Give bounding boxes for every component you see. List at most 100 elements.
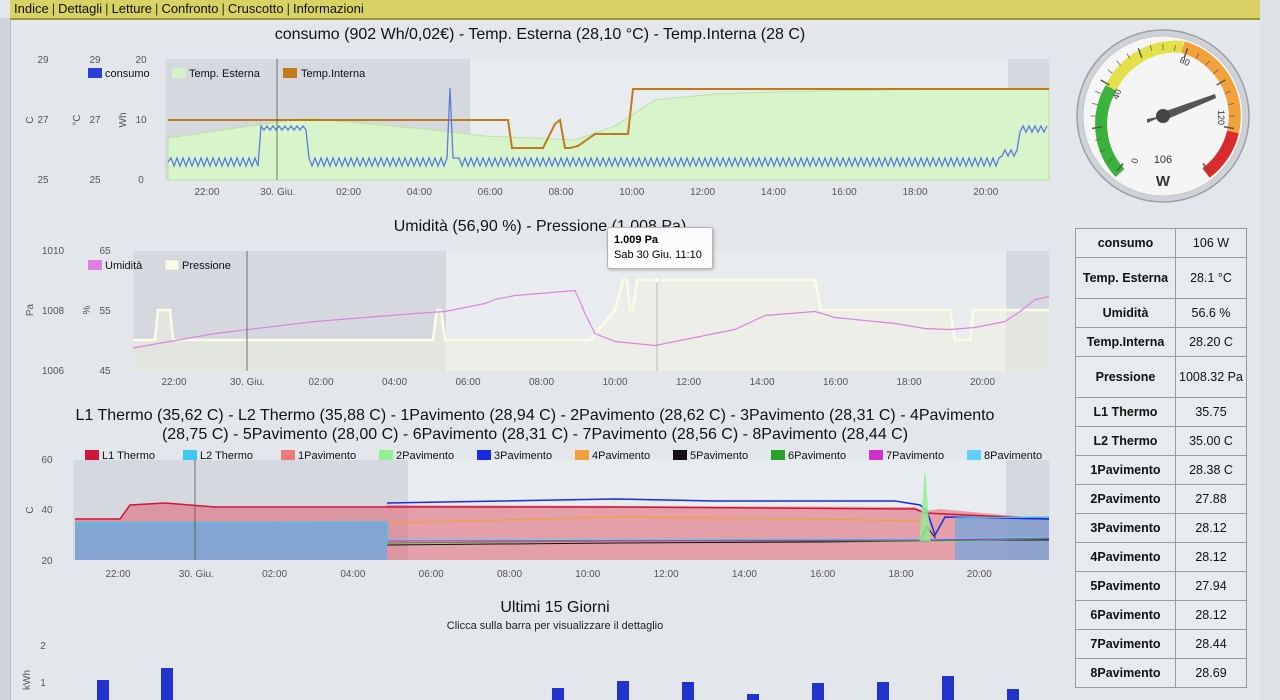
gauge-green-band	[1095, 84, 1125, 178]
axis-kwh-unit: kWh	[22, 670, 33, 690]
x-axis-tick: 08:00	[497, 569, 522, 580]
table-row: L2 Thermo 35.00 C	[1075, 426, 1247, 456]
consumo-line	[167, 87, 1048, 168]
x-axis-tick: 04:00	[382, 377, 407, 388]
x-axis-tick: 20:00	[973, 187, 998, 198]
legend-swatch-l2-thermo	[183, 450, 197, 460]
legend-l1-thermo: L1 Thermo	[102, 450, 155, 462]
temp-interna-line	[168, 88, 1049, 149]
table-row: 2Pavimento 27.88	[1075, 484, 1247, 514]
table-row: Pressione 1008.32 Pa	[1075, 356, 1247, 398]
readings-table: consumo 106 W Temp. Esterna 28.1 °C Umidit…	[1075, 228, 1247, 688]
table-row: 6Pavimento 28.12	[1075, 600, 1247, 630]
right-frame-strip	[1260, 0, 1280, 700]
power-gauge: 0 40 80 120 106 W	[1076, 29, 1250, 203]
legend-3pavimento: 3Pavimento	[494, 450, 552, 462]
daily-kwh-bar[interactable]	[942, 676, 954, 700]
menu-item-indice[interactable]: Indice	[14, 1, 49, 16]
axis-consumo-tick: 10	[135, 115, 147, 126]
legend-swatch-5pavimento	[673, 450, 687, 460]
tooltip-value: 1.009 Pa	[614, 234, 659, 246]
table-row: 7Pavimento 28.44	[1075, 629, 1247, 659]
legend-5pavimento: 5Pavimento	[690, 450, 748, 462]
x-axis-tick: 06:00	[419, 569, 444, 580]
table-row: Umidità 56.6 %	[1075, 298, 1247, 328]
daily-kwh-bar[interactable]	[552, 688, 564, 700]
legend-swatch-l1-thermo	[85, 450, 99, 460]
legend-pressione: Pressione	[182, 260, 231, 272]
gauge-tick-120: 120	[1216, 110, 1226, 125]
table-row: 4Pavimento 28.12	[1075, 542, 1247, 572]
daily-kwh-bar[interactable]	[1007, 689, 1019, 700]
chart3-title: L1 Thermo (35,62 C) - L2 Thermo (35,88 C…	[20, 406, 1050, 444]
legend-interna: Temp.Interna	[301, 68, 366, 80]
daily-kwh-bar[interactable]	[97, 680, 109, 700]
table-row: 3Pavimento 28.12	[1075, 513, 1247, 543]
x-axis-tick: 04:00	[407, 187, 432, 198]
chart1-consumo-temperature[interactable]: 29 27 25 29 27 25 20 10 0 C °C Wh consum…	[15, 48, 1065, 203]
legend-swatch-4pavimento	[575, 450, 589, 460]
axis-umidita-tick: 55	[99, 306, 111, 317]
gauge-tick-40: 40	[1110, 88, 1123, 101]
chart3-legend: L1 Thermo L2 Thermo 1Pavimento 2Pavimento 3P…	[85, 450, 1042, 462]
x-axis-tick: 10:00	[575, 569, 600, 580]
x-axis-tick: 30. Giu.	[260, 187, 295, 198]
chart2-umidita-pressione[interactable]: 1010 1008 1006 65 55 45 Pa % Umidità Pre…	[15, 240, 1065, 395]
legend-swatch-interna	[283, 68, 297, 78]
axis-esterna-unit: °C	[72, 114, 83, 125]
chart3-title-line2: (28,75 C) - 5Pavimento (28,00 C) - 6Pavi…	[161, 426, 909, 443]
legend-8pavimento: 8Pavimento	[984, 450, 1042, 462]
axis-pressione-tick: 1006	[42, 366, 65, 377]
tooltip-time: Sab 30 Giu. 11:10	[614, 249, 702, 261]
legend-swatch-pressione	[164, 259, 180, 271]
x-axis-tick: 20:00	[970, 377, 995, 388]
x-axis-tick: 30. Giu.	[179, 569, 214, 580]
axis-kwh-tick: 1	[40, 678, 46, 689]
legend-swatch-2pavimento	[379, 450, 393, 460]
x-axis-tick: 12:00	[654, 569, 679, 580]
gauge-needle	[1163, 94, 1216, 121]
x-axis-tick: 08:00	[529, 377, 554, 388]
daily-kwh-bar[interactable]	[877, 682, 889, 700]
axis-temp-tick: 20	[41, 556, 53, 567]
legend-swatch-6pavimento	[771, 450, 785, 460]
table-row: Temp. Esterna 28.1 °C	[1075, 257, 1247, 299]
legend-swatch-esterna	[172, 68, 186, 78]
top-menu-bar: Indice | Dettagli | Letture | Confronto | Crusco…	[10, 0, 1260, 20]
menu-item-dettagli[interactable]: Dettagli	[58, 1, 103, 16]
axis-interna-tick: 27	[37, 115, 49, 126]
table-row: consumo 106 W	[1075, 228, 1247, 258]
axis-kwh-tick: 2	[40, 641, 46, 652]
x-axis-tick: 16:00	[823, 377, 848, 388]
chart3-thermo-pavimento[interactable]: 60 40 20 C L1 Thermo L2 Thermo 1Pavimento 2…	[15, 445, 1065, 585]
legend-7pavimento: 7Pavimento	[886, 450, 944, 462]
gauge-tick-0: 0	[1129, 157, 1140, 164]
axis-temp-tick: 40	[41, 505, 53, 516]
legend-swatch-7pavimento	[869, 450, 883, 460]
x-axis-tick: 30. Giu.	[230, 377, 265, 388]
legend-swatch-umidita	[88, 260, 102, 270]
chart1-title: consumo (902 Wh/0,02€) - Temp. Esterna (…	[274, 26, 806, 43]
menu-item-confronto[interactable]: Confronto	[161, 1, 219, 16]
menu-item-informazioni[interactable]: Informazioni	[292, 1, 364, 16]
axis-temp-tick: 60	[41, 455, 53, 466]
daily-kwh-bar[interactable]	[161, 668, 173, 700]
axis-umidita-tick: 45	[99, 366, 111, 377]
x-axis-tick: 18:00	[888, 569, 913, 580]
left-frame-strip	[0, 18, 11, 700]
daily-kwh-bar[interactable]	[682, 682, 694, 700]
axis-umidita-tick: 65	[99, 246, 111, 257]
axis-esterna-tick: 25	[89, 175, 101, 186]
daily-kwh-bar[interactable]	[617, 681, 629, 700]
table-row: 8Pavimento 28.69	[1075, 658, 1247, 688]
menu-item-letture[interactable]: Letture	[111, 1, 153, 16]
daily-kwh-bar[interactable]	[812, 683, 824, 700]
daily-kwh-bar[interactable]	[747, 694, 759, 700]
chart4-subtitle: Clicca sulla barra per visualizzare il d…	[446, 620, 664, 632]
menu-item-cruscotto[interactable]: Cruscotto	[227, 1, 284, 16]
chart4-ultimi-15-giorni[interactable]: 2 1 kWh	[15, 635, 1065, 700]
axis-consumo-tick: 0	[138, 175, 144, 186]
chart3-title-line1: L1 Thermo (35,62 C) - L2 Thermo (35,88 C…	[75, 407, 995, 424]
axis-interna-unit: C	[25, 116, 36, 123]
axis-pressione-tick: 1010	[42, 246, 65, 257]
